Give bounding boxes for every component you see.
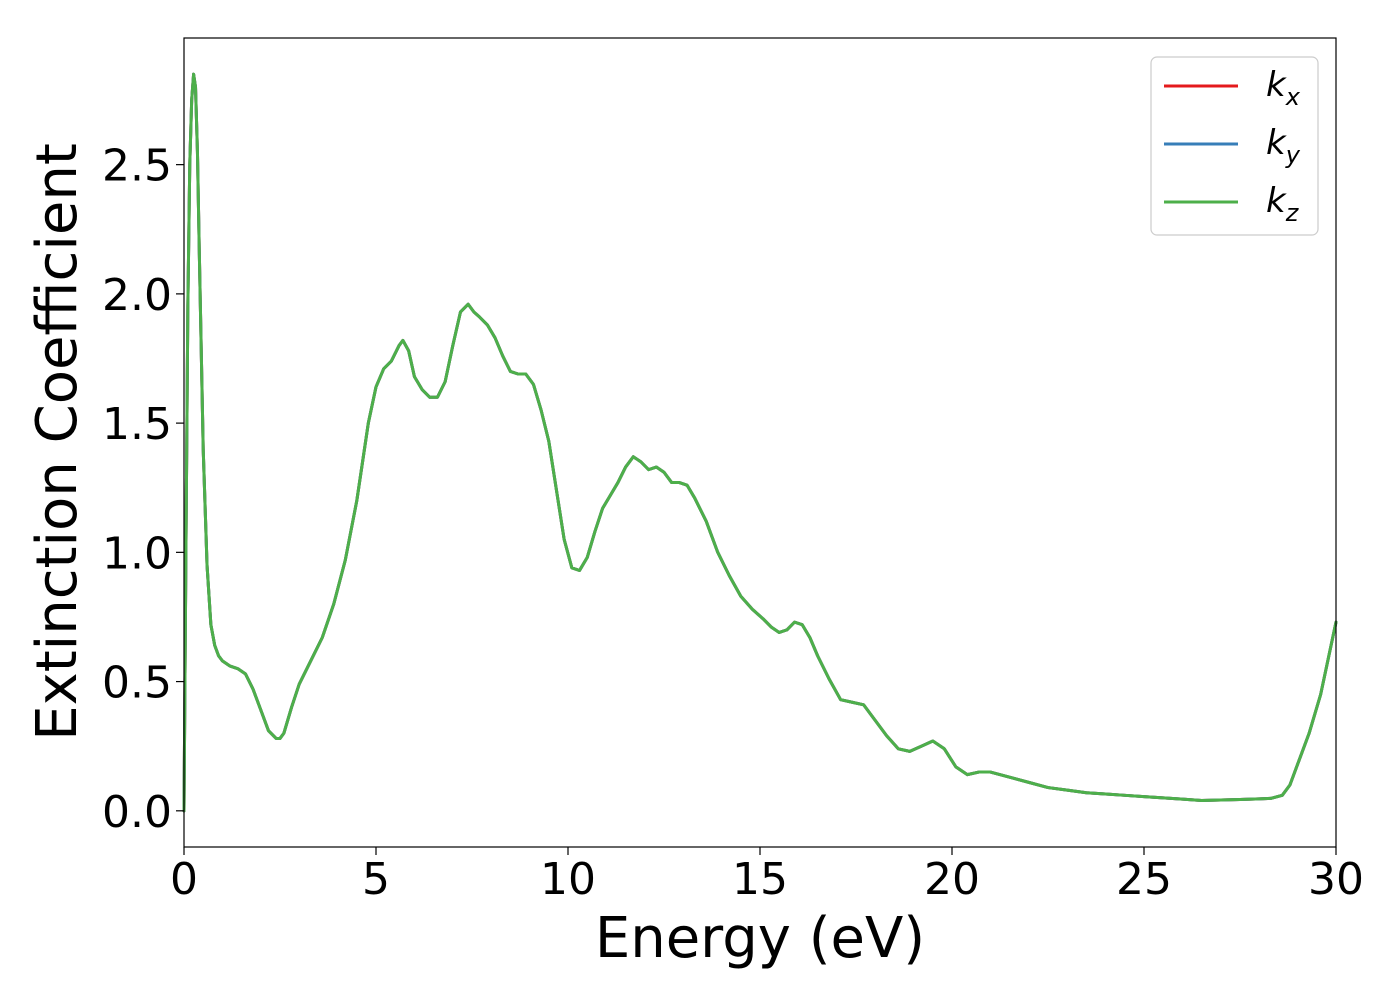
y-tick-label: 0.5: [102, 658, 172, 709]
legend-label-subscript: x: [1285, 83, 1301, 111]
legend-label-kx: kx: [1266, 65, 1301, 111]
legend-label-base: k: [1266, 65, 1287, 105]
y-axis-title: Extinction Coefficient: [25, 143, 90, 741]
x-tick-label: 30: [1308, 854, 1364, 905]
x-tick-label: 25: [1116, 854, 1172, 905]
series-line-kz: [182, 72, 1338, 813]
x-axis-title: Energy (eV): [595, 906, 925, 971]
x-tick-label: 0: [170, 854, 198, 905]
legend-label-ky: ky: [1266, 123, 1301, 169]
series-layer: [182, 72, 1338, 813]
x-tick-label: 10: [540, 854, 596, 905]
legend-label-base: k: [1266, 123, 1287, 163]
legend-box: [1150, 56, 1319, 236]
y-tick-label: 1.0: [102, 528, 172, 579]
legend-label-subscript: z: [1285, 199, 1300, 227]
x-tick-label: 5: [362, 854, 390, 905]
x-tick-label: 15: [732, 854, 788, 905]
y-tick-label: 2.0: [102, 270, 172, 321]
x-tick-label: 20: [924, 854, 980, 905]
y-tick-label: 0.0: [102, 787, 172, 838]
y-tick-label: 2.5: [102, 141, 172, 192]
y-tick-label: 1.5: [102, 399, 172, 450]
legend-label-base: k: [1266, 181, 1287, 221]
legend-label-kz: kz: [1266, 181, 1300, 227]
x-axis-ticks: 0 5 10 15 20 25 30: [170, 847, 1364, 905]
y-axis-ticks: 0.0 0.5 1.0 1.5 2.0 2.5: [102, 141, 184, 838]
legend-label-subscript: y: [1285, 141, 1301, 169]
